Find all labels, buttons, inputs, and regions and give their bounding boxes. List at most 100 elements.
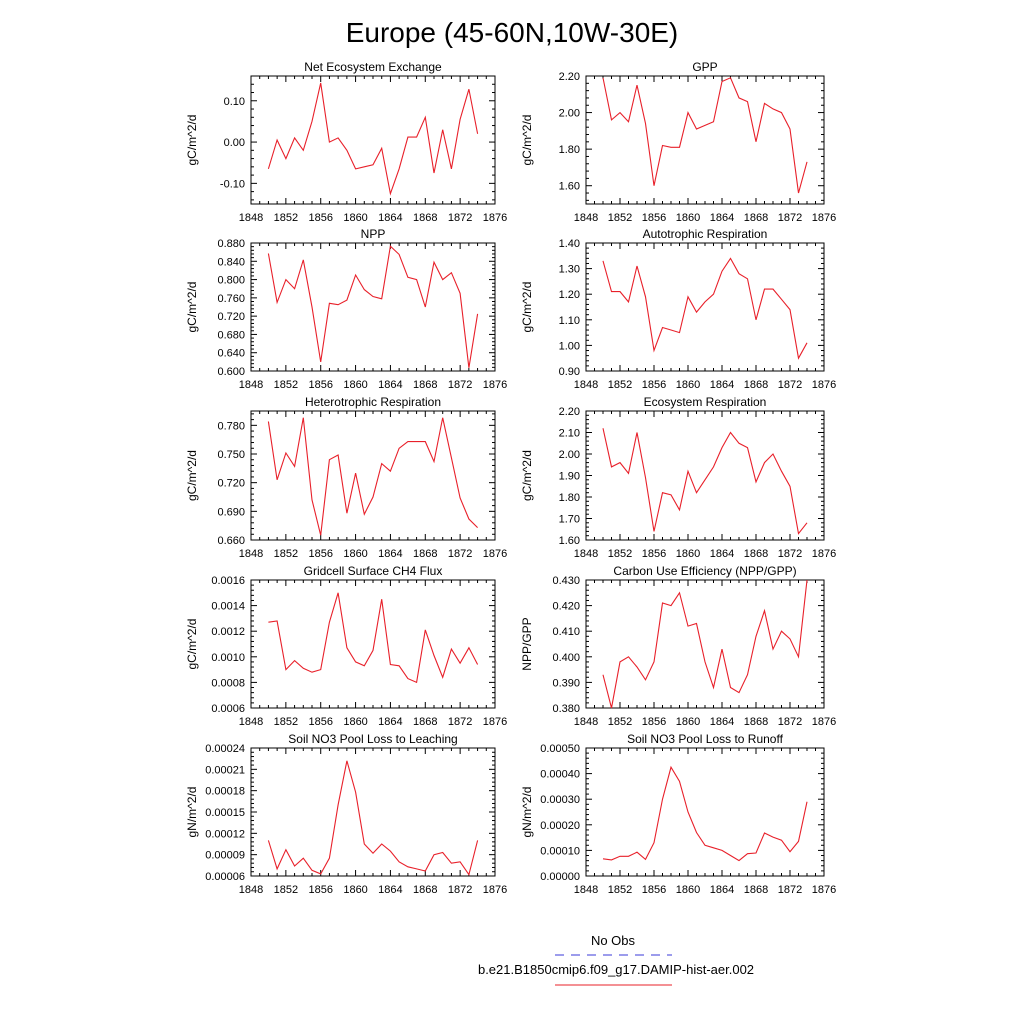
y-tick-label: 1.40 <box>559 238 580 250</box>
x-tick-label: 1876 <box>483 212 507 224</box>
x-tick-label: 1860 <box>676 379 700 391</box>
y-axis-label: gC/m^2/d <box>185 115 199 166</box>
series-line <box>267 417 478 536</box>
series-line <box>602 579 808 709</box>
chart-panels: Net Ecosystem Exchange 1848 1852 1856 1860 18… <box>185 60 836 896</box>
x-tick-label: 1872 <box>448 884 472 896</box>
x-tick-label: 1852 <box>608 548 632 560</box>
x-tick-label: 1876 <box>812 379 836 391</box>
chart-title: Gridcell Surface CH4 Flux <box>304 564 443 578</box>
x-tick-label: 1848 <box>574 379 598 391</box>
plot-frame <box>585 75 825 205</box>
x-tick-label: 1868 <box>413 548 437 560</box>
y-axis-label: gN/m^2/d <box>520 787 534 838</box>
x-tick-label: 1852 <box>274 379 298 391</box>
x-tick-label: 1876 <box>812 884 836 896</box>
y-tick-label: 2.00 <box>559 449 580 461</box>
x-tick-label: 1856 <box>308 212 332 224</box>
y-tick-label: 2.00 <box>559 108 580 120</box>
y-tick-label: 0.780 <box>217 420 245 432</box>
y-tick-label: 0.0010 <box>211 652 245 664</box>
x-tick-label: 1868 <box>413 716 437 728</box>
y-tick-label: 1.80 <box>559 144 580 156</box>
x-tick-label: 1860 <box>343 379 367 391</box>
series-line <box>602 257 808 360</box>
y-tick-label: 1.10 <box>559 315 580 327</box>
series-line <box>602 77 808 194</box>
y-tick-label: 1.00 <box>559 340 580 352</box>
x-tick-label: 1872 <box>778 379 802 391</box>
chart-title: Autotrophic Respiration <box>643 227 768 241</box>
x-tick-label: 1848 <box>239 548 263 560</box>
page-title: Europe (45-60N,10W-30E) <box>346 17 679 48</box>
y-tick-label: 2.10 <box>559 428 580 440</box>
chart-panel: Ecosystem Respiration 1848 1852 1856 1860 186… <box>520 395 836 560</box>
y-tick-label: 0.00021 <box>205 764 245 776</box>
x-tick-label: 1860 <box>343 548 367 560</box>
x-tick-label: 1864 <box>710 884 734 896</box>
x-tick-label: 1860 <box>343 212 367 224</box>
y-tick-label: 0.640 <box>217 348 245 360</box>
chart-title: Soil NO3 Pool Loss to Runoff <box>627 732 784 746</box>
y-tick-label: 0.400 <box>552 652 580 664</box>
x-tick-label: 1848 <box>239 379 263 391</box>
x-tick-label: 1864 <box>378 716 402 728</box>
y-tick-label: 1.70 <box>559 514 580 526</box>
chart-panel: Gridcell Surface CH4 Flux 1848 1852 1856 186… <box>185 564 507 728</box>
series-line <box>267 245 479 368</box>
y-axis-label: gC/m^2/d <box>185 619 199 670</box>
plot-frame <box>250 579 496 709</box>
x-tick-label: 1876 <box>483 379 507 391</box>
x-tick-label: 1864 <box>378 884 402 896</box>
chart-panel: Carbon Use Efficiency (NPP/GPP) 1848 1852 1… <box>520 564 836 728</box>
chart-title: Net Ecosystem Exchange <box>304 60 442 74</box>
x-tick-label: 1856 <box>308 884 332 896</box>
y-tick-label: 0.760 <box>217 293 245 305</box>
y-axis-label: gC/m^2/d <box>520 115 534 166</box>
y-tick-label: 0.750 <box>217 449 245 461</box>
x-tick-label: 1860 <box>343 884 367 896</box>
chart-title: Ecosystem Respiration <box>644 395 767 409</box>
y-axis-label: NPP/GPP <box>520 617 534 670</box>
x-tick-label: 1848 <box>574 548 598 560</box>
y-tick-label: 0.10 <box>224 96 245 108</box>
y-tick-label: 0.00040 <box>540 769 580 781</box>
x-tick-label: 1852 <box>608 379 632 391</box>
x-tick-label: 1848 <box>574 716 598 728</box>
x-tick-label: 1864 <box>710 212 734 224</box>
series-line <box>268 592 479 684</box>
x-tick-label: 1852 <box>274 884 298 896</box>
y-tick-label: 0.390 <box>552 677 580 689</box>
y-tick-label: 0.410 <box>552 626 580 638</box>
legend: No Obs b.e21.B1850cmip6.f09_g17.DAMIP-hi… <box>478 933 754 986</box>
chart-title: Heterotrophic Respiration <box>305 395 441 409</box>
x-tick-label: 1860 <box>676 884 700 896</box>
x-tick-label: 1876 <box>483 884 507 896</box>
plot-frame <box>250 410 496 541</box>
y-tick-label: 0.00000 <box>540 871 580 883</box>
chart-panel: Net Ecosystem Exchange 1848 1852 1856 1860 18… <box>185 60 507 224</box>
y-tick-label: 0.00015 <box>205 807 245 819</box>
chart-panel: Autotrophic Respiration 1848 1852 1856 1860 1… <box>520 227 836 391</box>
y-tick-label: 0.840 <box>217 256 245 268</box>
y-tick-label: 0.0006 <box>211 703 245 715</box>
plot-frame <box>250 747 496 877</box>
y-axis-label: gC/m^2/d <box>185 282 199 333</box>
y-axis-label: gN/m^2/d <box>185 787 199 838</box>
x-tick-label: 1852 <box>608 716 632 728</box>
y-tick-label: 1.60 <box>559 181 580 193</box>
x-tick-label: 1856 <box>308 716 332 728</box>
y-tick-label: 0.0012 <box>211 626 245 638</box>
y-tick-label: 0.800 <box>217 275 245 287</box>
x-tick-label: 1868 <box>413 884 437 896</box>
x-tick-label: 1864 <box>710 716 734 728</box>
chart-title: NPP <box>361 227 386 241</box>
series-line <box>602 428 808 535</box>
x-tick-label: 1868 <box>744 716 768 728</box>
y-tick-label: 0.0016 <box>211 575 245 587</box>
y-tick-label: 2.20 <box>559 406 580 418</box>
x-tick-label: 1872 <box>448 548 472 560</box>
y-tick-label: 1.60 <box>559 535 580 547</box>
y-tick-label: 0.00020 <box>540 820 580 832</box>
